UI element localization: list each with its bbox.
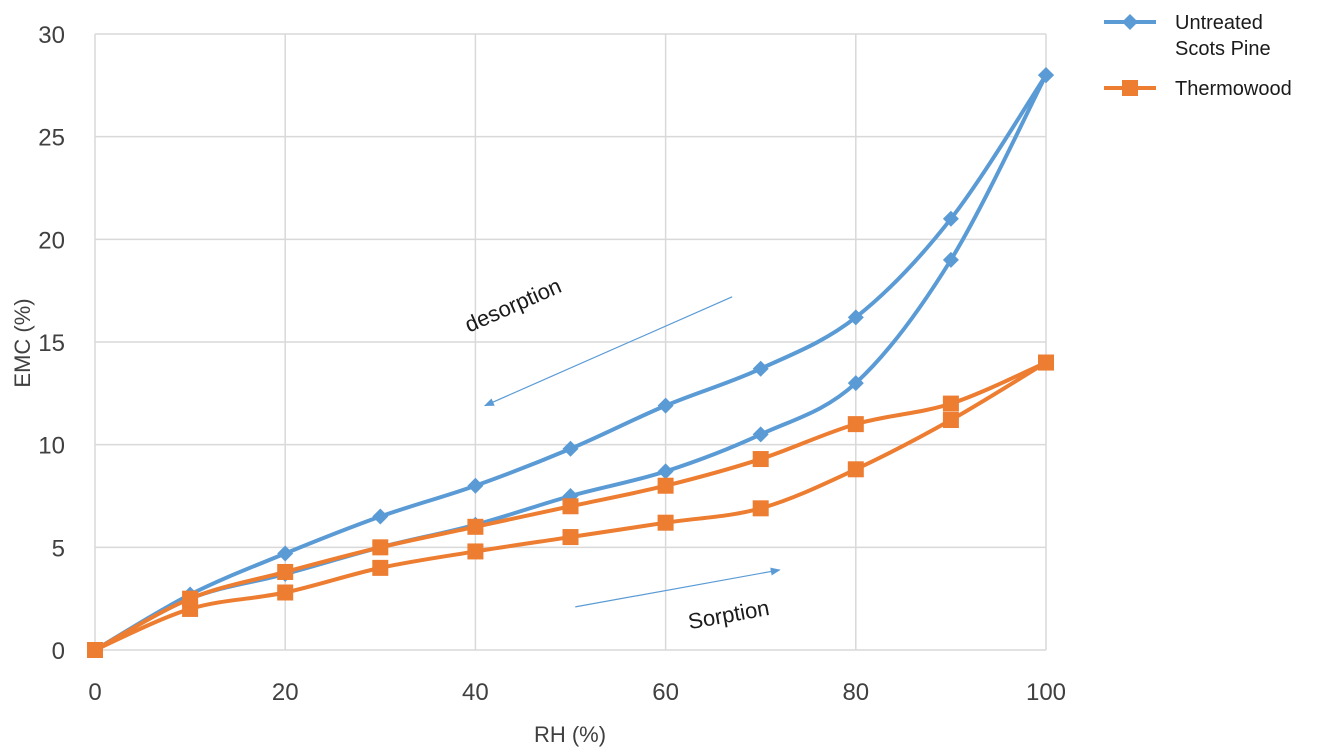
y-tick-label: 5 [52,535,65,562]
y-axis-label: EMC (%) [10,298,35,387]
desorption-data-point [1038,354,1054,371]
sorption-data-point [942,412,959,429]
x-tick-label: 20 [272,679,299,706]
sorption-data-point [562,529,579,546]
y-tick-label: 30 [38,22,65,49]
legend-label: Untreated [1175,12,1263,34]
desorption-data-point [277,563,294,580]
desorption-data-point [847,309,864,326]
y-tick-label: 10 [38,433,65,460]
desorption-data-point [942,395,959,412]
annotation-label-desorption: desorption [461,273,565,337]
desorption-data-point [87,642,103,658]
grid-lines [94,33,1047,651]
annotation-arrow [483,296,733,407]
legend-item: Untreated Scots Pine [1104,12,1271,60]
desorption-data-point [372,508,389,525]
desorption-data-point [562,440,579,457]
desorption-data-point [752,360,769,377]
desorption-data-point [467,518,484,535]
desorption-data-point [752,451,769,468]
y-tick-label: 0 [52,638,65,665]
sorption-curve-line [93,73,1048,652]
legend-marker [1122,80,1138,96]
sorption-data-point [277,584,294,601]
sorption-data-point [847,461,864,478]
series-untreated-scots-pine [87,67,1054,658]
desorption-curve-line [93,73,1048,652]
desorption-data-point [372,539,389,556]
desorption-data-point [562,498,579,515]
legend-marker [1122,14,1138,30]
annotation-arrow [575,567,781,608]
desorption-data-point [277,545,294,562]
x-tick-label: 40 [462,679,489,706]
desorption-data-point [657,397,674,414]
sorption-data-point [467,543,484,560]
annotations: desorption Sorption [461,273,781,634]
desorption-data-point [847,416,864,433]
series-group [87,67,1054,658]
x-tick-label: 0 [88,679,101,706]
annotation-label-sorption: Sorption [686,595,771,634]
x-tick-label: 100 [1026,679,1066,706]
x-tick-label: 80 [842,679,869,706]
desorption-data-point [1038,67,1054,84]
x-tick-label: 60 [652,679,679,706]
sorption-data-point [752,426,769,443]
series-thermowood [87,354,1054,658]
sorption-data-point [657,514,674,531]
desorption-data-point [657,477,674,494]
desorption-data-point [467,477,484,494]
sorption-data-point [942,251,959,268]
y-tick-label: 15 [38,330,65,357]
legend-label: Thermowood [1175,78,1292,100]
sorption-data-point [657,463,674,480]
tick-labels: 0 5 10 15 20 25 30 0 20 40 60 80 100 [38,22,1066,706]
desorption-data-point [182,590,199,607]
sorption-data-point [847,375,864,392]
legend-label: Scots Pine [1175,38,1271,60]
legend: Untreated Scots Pine Thermowood [1104,12,1292,100]
x-axis-label: RH (%) [534,722,606,747]
sorption-data-point [372,559,389,576]
sorption-data-point [752,500,769,517]
y-tick-label: 25 [38,125,65,152]
legend-item: Thermowood [1104,78,1292,100]
desorption-data-point [942,210,959,227]
y-tick-label: 20 [38,227,65,254]
